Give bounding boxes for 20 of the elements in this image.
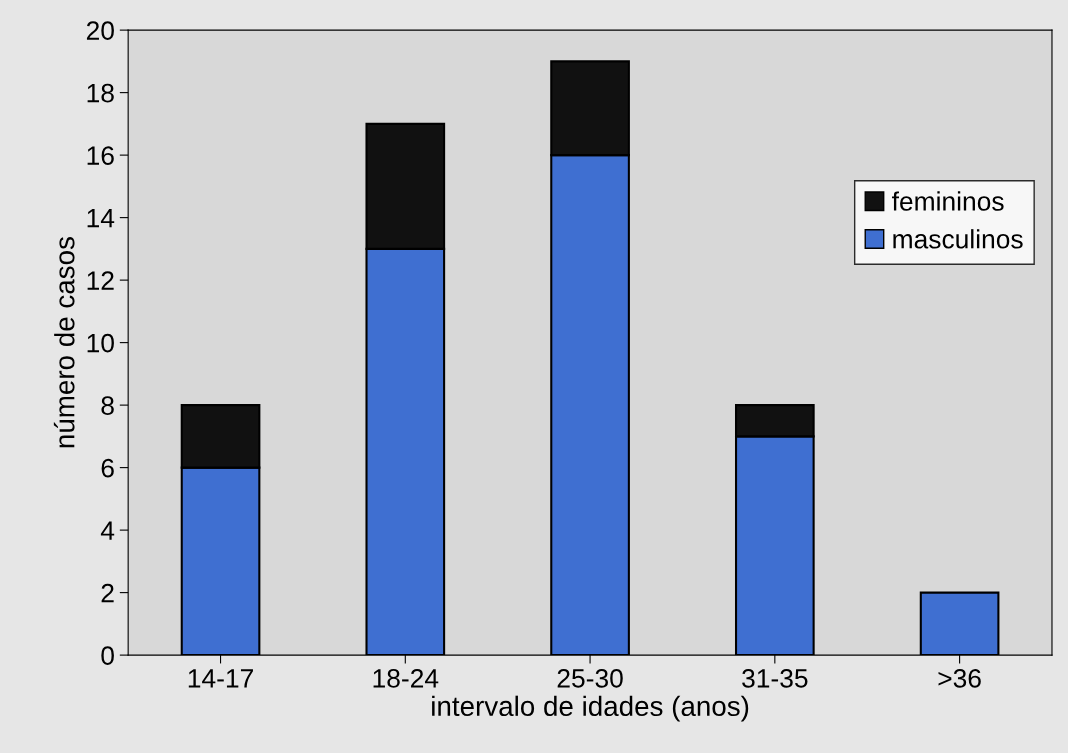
y-tick-label: 6 <box>101 458 114 478</box>
legend-label: femininos <box>892 191 1004 211</box>
y-tick-label: 18 <box>87 83 114 103</box>
y-tick-label: 16 <box>87 146 114 165</box>
y-tick-label: 20 <box>86 21 114 40</box>
x-tick-label: 18-24 <box>373 669 439 688</box>
y-axis-title: número de casos <box>53 237 75 448</box>
y-tick-label: 10 <box>87 333 114 353</box>
y-tick-label: 12 <box>87 271 114 290</box>
y-tick-label: 0 <box>101 646 114 665</box>
x-axis-title: intervalo de idades (anos) <box>432 695 749 722</box>
x-tick-label: 31-35 <box>742 669 808 688</box>
y-tick-label: 14 <box>87 209 115 228</box>
x-tick-label: 14-17 <box>188 669 253 688</box>
y-tick-label: 8 <box>101 396 114 415</box>
x-tick-label: 25-30 <box>557 669 623 688</box>
y-tick-label: 4 <box>100 521 115 540</box>
x-tick-label: >36 <box>938 669 981 688</box>
legend-label: masculinos <box>893 229 1023 249</box>
y-tick-label: 2 <box>101 583 114 603</box>
